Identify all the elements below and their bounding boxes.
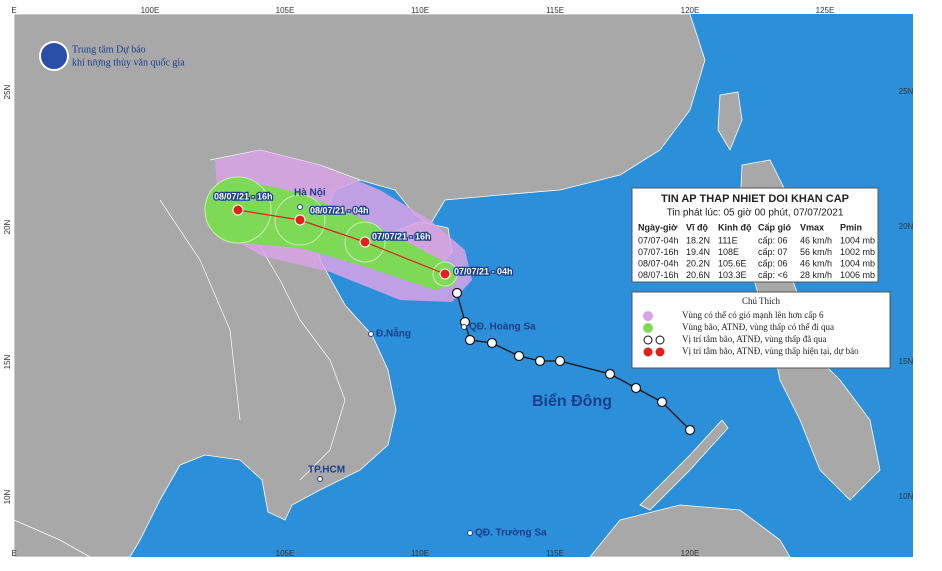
- axis-label: 110E: [411, 549, 429, 558]
- axis-label: 25N: [899, 87, 914, 96]
- bulletin: TIN AP THAP NHIET DOI KHAN CAP Tin phát …: [631, 187, 879, 283]
- bulletin-box: [631, 187, 879, 283]
- axis-labels: E 100E 105E 110E 115E 120E 125E E 105E 1…: [3, 6, 913, 558]
- bulletin-title: TIN AP THAP NHIET DOI KHAN CAP: [661, 193, 849, 205]
- table-cell: 08/07-16h: [638, 270, 679, 280]
- table-cell: 1002 mb: [840, 247, 875, 257]
- table-cell: 1006 mb: [840, 270, 875, 280]
- table-cell: 108E: [718, 247, 739, 257]
- table-cell: 105.6E: [718, 258, 747, 268]
- table-header: Cấp gió: [758, 222, 792, 232]
- forecast-points: [232, 204, 451, 280]
- table-cell: 1004 mb: [840, 235, 875, 245]
- table-cell: 46 km/h: [800, 235, 832, 245]
- table-cell: 08/07-04h: [638, 258, 679, 268]
- axis-label: 10N: [3, 489, 12, 504]
- legend-item: Vị trí tâm bão, ATNĐ, vùng thấp đã qua: [682, 334, 826, 344]
- legend-swatch: [643, 347, 653, 357]
- table-cell: 07/07-04h: [638, 235, 679, 245]
- axis-label: 20N: [899, 222, 914, 231]
- table-cell: 56 km/h: [800, 247, 832, 257]
- table-cell: 20.6N: [686, 270, 710, 280]
- legend-item: Vùng có thể có gió mạnh lên hơn cấp 6: [682, 310, 824, 320]
- logo-text: khí tượng thủy văn quốc gia: [72, 57, 185, 68]
- axis-label: 15N: [899, 357, 914, 366]
- axis-label: 25N: [3, 84, 12, 99]
- axis-label: 105E: [276, 549, 295, 558]
- table-header: Pmin: [840, 222, 862, 232]
- table-cell: 103.3E: [718, 270, 747, 280]
- axis-label: 110E: [411, 6, 429, 15]
- table-cell: cấp: 07: [758, 247, 788, 257]
- bulletin-issued: Tin phát lúc: 05 giờ 00 phút, 07/07/2021: [667, 208, 844, 219]
- forecast-track: [237, 209, 446, 275]
- place-label: QĐ. Trường Sa: [475, 528, 547, 539]
- legend-item: Vùng bão, ATNĐ, vùng thấp có thể đi qua: [682, 322, 834, 332]
- track-label: 08/07/21 - 16h: [214, 191, 273, 201]
- table-header: Vĩ độ: [686, 222, 709, 232]
- track-label: 07/07/21 - 04h: [454, 266, 513, 276]
- place-label: Đ.Nẵng: [376, 327, 411, 340]
- axis-label: 125E: [816, 6, 835, 15]
- track-label: 07/07/21 - 16h: [372, 231, 431, 241]
- table-header: Ngày-giờ: [638, 222, 678, 232]
- table-cell: 07/07-16h: [638, 247, 679, 257]
- legend-title: Chú Thích: [742, 296, 781, 306]
- axis-label: E: [11, 549, 16, 558]
- table-cell: 19.4N: [686, 247, 710, 257]
- axis-label: 115E: [546, 6, 564, 15]
- legend-box: [631, 291, 891, 369]
- table-cell: cấp: 06: [758, 235, 788, 245]
- axis-label: 120E: [681, 6, 700, 15]
- legend-swatch: [655, 335, 665, 345]
- logo-text: Trung tâm Dự báo: [72, 44, 146, 55]
- axis-label: 20N: [3, 219, 12, 234]
- table-cell: 111E: [718, 235, 738, 245]
- past-points: [451, 287, 696, 436]
- table-header: Vmax: [800, 222, 824, 232]
- logo: [39, 41, 69, 71]
- legend-swatch: [643, 311, 653, 321]
- legend-swatch: [643, 323, 653, 333]
- axis-label: 120E: [681, 549, 700, 558]
- legend-swatch: [643, 335, 653, 345]
- axis-label: E: [11, 6, 16, 15]
- legend-item: Vị trí tâm bão, ATNĐ, vùng thấp hiện tại…: [682, 346, 859, 356]
- place-label: TP.HCM: [308, 465, 345, 476]
- axis-label: 100E: [141, 6, 160, 15]
- table-cell: cấp: <6: [758, 270, 788, 280]
- axis-label: 115E: [546, 549, 564, 558]
- table-header: Kinh độ: [718, 222, 752, 232]
- table-cell: 20.2N: [686, 258, 710, 268]
- table-cell: 46 km/h: [800, 258, 832, 268]
- axis-label: 10N: [899, 492, 914, 501]
- table-cell: 28 km/h: [800, 270, 832, 280]
- legend: Chú Thích Vùng có thể có gió mạnh lên hơ…: [631, 291, 891, 369]
- place-dots: [297, 204, 473, 536]
- place-label: QĐ. Hoàng Sa: [469, 322, 536, 333]
- axis-label: 105E: [276, 6, 295, 15]
- sea-label: Biển Đông: [532, 392, 612, 410]
- table-cell: 1004 mb: [840, 258, 875, 268]
- track-label: 08/07/21 - 04h: [310, 205, 369, 215]
- place-label: Hà Nội: [294, 188, 326, 199]
- table-cell: cấp: 06: [758, 258, 788, 268]
- axis-label: 15N: [3, 354, 12, 369]
- legend-swatch: [655, 347, 665, 357]
- table-cell: 18.2N: [686, 235, 710, 245]
